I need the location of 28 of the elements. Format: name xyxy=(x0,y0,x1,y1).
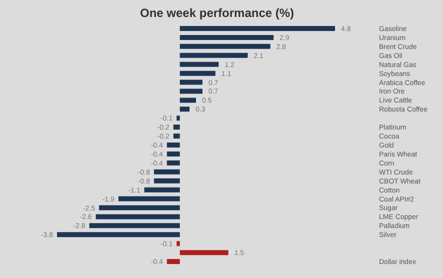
bar xyxy=(180,106,190,112)
bar xyxy=(166,151,180,156)
bar xyxy=(166,259,180,264)
bar xyxy=(180,52,248,58)
bar xyxy=(180,88,202,94)
bar xyxy=(176,241,180,246)
chart-title: One week performance (%) xyxy=(140,6,294,20)
bar xyxy=(180,62,219,67)
bar xyxy=(180,70,216,76)
bar xyxy=(89,223,180,228)
bar xyxy=(118,196,180,202)
bar xyxy=(173,124,180,130)
bar xyxy=(180,80,202,85)
bar xyxy=(57,232,180,238)
bar xyxy=(154,169,180,174)
bar xyxy=(180,44,270,49)
bar xyxy=(166,160,180,166)
bar xyxy=(154,178,180,184)
bar xyxy=(99,205,180,210)
bar xyxy=(166,142,180,148)
bar xyxy=(144,187,180,192)
bar xyxy=(180,98,196,103)
bar xyxy=(176,116,180,121)
bar xyxy=(180,26,335,31)
bar xyxy=(180,250,228,256)
bar xyxy=(173,134,180,139)
bar xyxy=(96,214,180,220)
bar xyxy=(180,34,274,40)
